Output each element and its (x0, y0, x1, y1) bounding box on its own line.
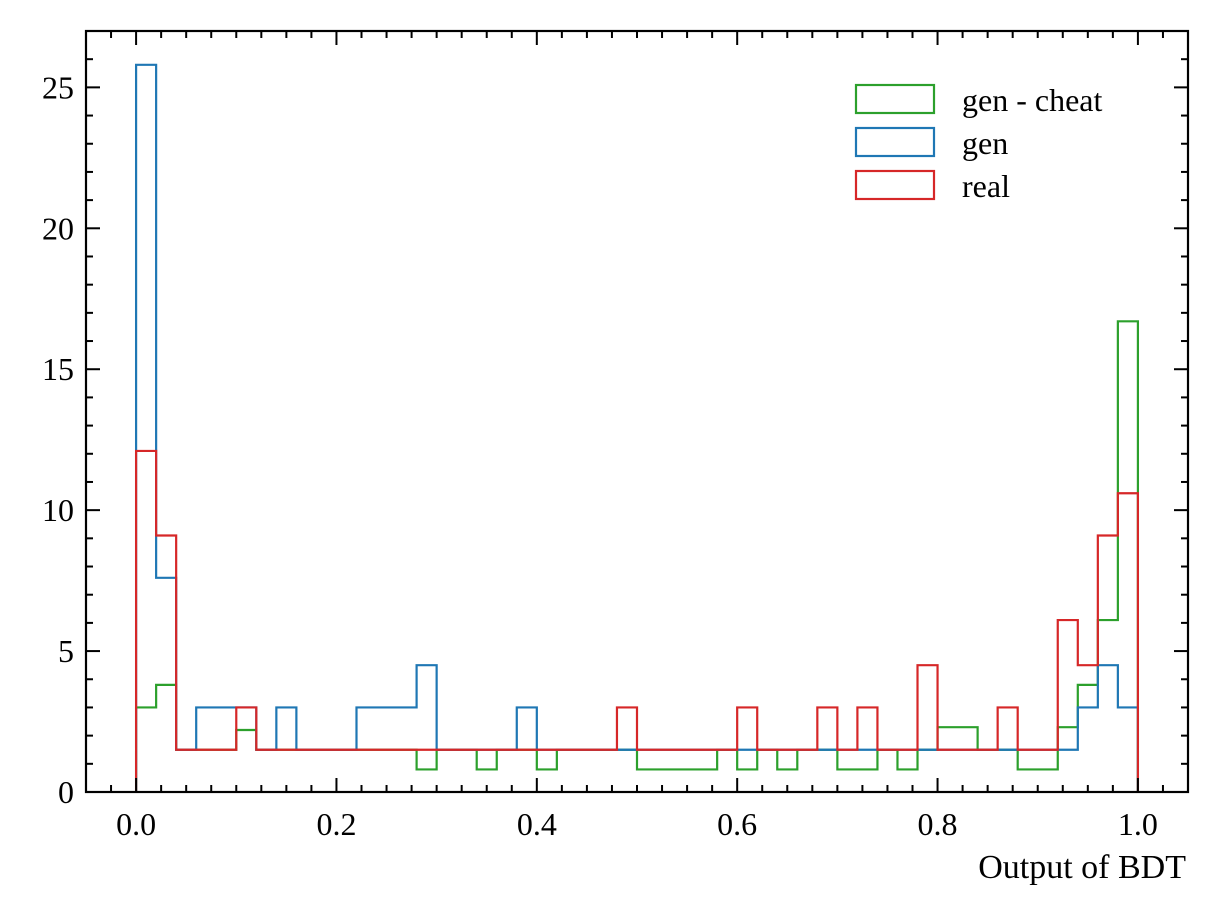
x-tick-label: 0.8 (918, 806, 958, 842)
y-tick-label: 15 (42, 351, 74, 387)
x-tick-label: 0.4 (517, 806, 557, 842)
legend-label-real: real (962, 168, 1010, 204)
plot-frame (84, 29, 1190, 794)
series-real-step (134, 449, 1140, 792)
x-axis-tick-labels: 0.0 0.2 0.4 0.6 0.8 1.0 (116, 806, 1158, 842)
y-axis-tick-labels: 0 5 10 15 20 25 (42, 69, 74, 810)
x-tick-label: 1.0 (1118, 806, 1158, 842)
legend-swatch-real (854, 169, 936, 201)
plot-area (134, 63, 1140, 792)
legend-swatch-gen (854, 126, 936, 158)
legend-swatch-gen-cheat (854, 83, 936, 115)
y-tick-label: 20 (42, 210, 74, 246)
legend: gen - cheat gen real (854, 82, 1102, 204)
x-tick-label: 0.2 (316, 806, 356, 842)
legend-label-gen-cheat: gen - cheat (962, 82, 1102, 118)
x-tick-label: 0.0 (116, 806, 156, 842)
y-tick-label: 10 (42, 492, 74, 528)
x-axis-label: Output of BDT (978, 849, 1186, 886)
legend-label-gen: gen (962, 125, 1008, 161)
x-tick-label: 0.6 (717, 806, 757, 842)
y-tick-label: 5 (58, 633, 74, 669)
y-tick-label: 25 (42, 69, 74, 105)
y-tick-label: 0 (58, 774, 74, 810)
